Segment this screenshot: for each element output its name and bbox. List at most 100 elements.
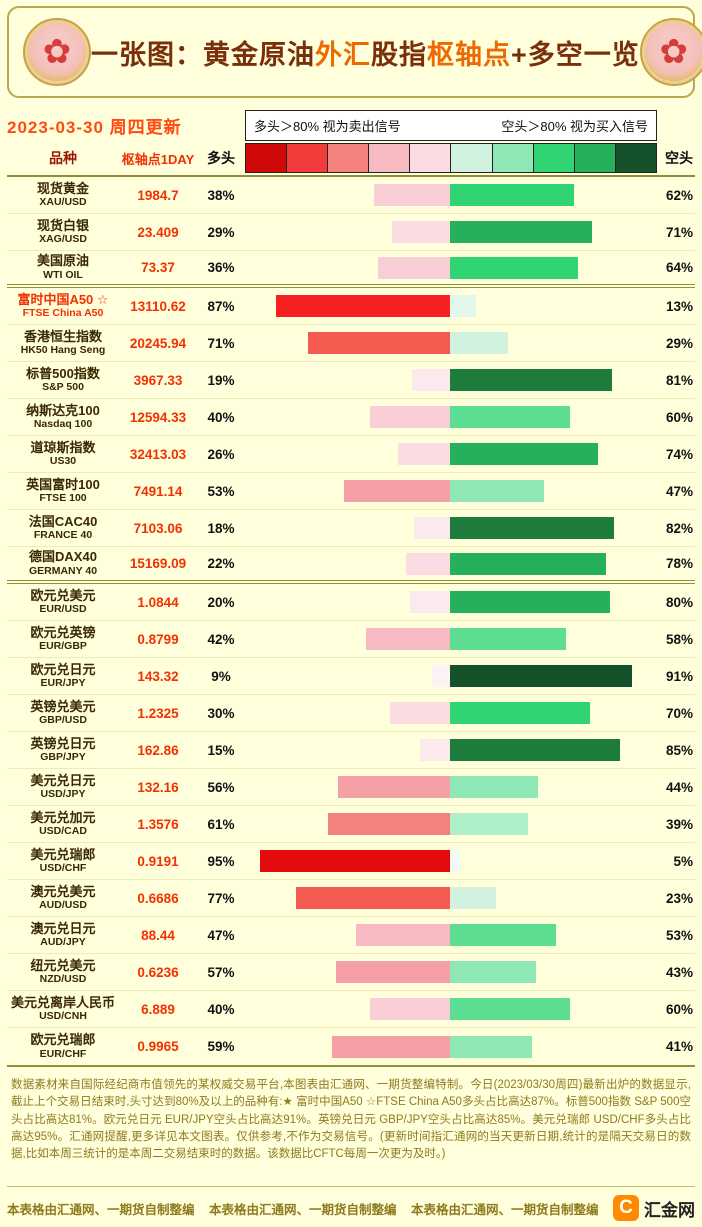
instrument-name: 美元兑瑞郎 USD/CHF: [7, 847, 119, 875]
instrument-code: EUR/JPY: [40, 677, 86, 690]
long-bar: [336, 961, 450, 983]
instrument-cn-label: 欧元兑英镑: [30, 624, 96, 640]
long-percent: 59%: [207, 1039, 235, 1054]
short-percent: 29%: [665, 335, 693, 351]
long-percent: 42%: [207, 631, 235, 647]
short-percent: 58%: [665, 631, 693, 647]
long-bar: [432, 665, 450, 687]
table-row: 欧元兑美元 EUR/USD 1.0844 20% 80%: [7, 584, 695, 621]
instrument-name: 澳元兑日元 AUD/JPY: [7, 921, 119, 949]
table-row: 美元兑加元 USD/CAD 1.3576 61% 39%: [7, 806, 695, 843]
table-row: 英国富时100 FTSE 100 7491.14 53% 47%: [7, 473, 695, 510]
short-bar: [450, 776, 538, 798]
long-percent: 53%: [207, 483, 235, 499]
legend-short-note: 空头＞80% 视为买入信号: [501, 119, 648, 134]
huijin-logo-text: 汇金网: [644, 1200, 695, 1220]
short-bar: [450, 628, 566, 650]
coin-left-icon: ✿: [23, 18, 91, 86]
long-bar: [410, 591, 450, 613]
short-bar: [450, 552, 606, 575]
table-row: 纽元兑美元 NZD/USD 0.6236 57% 43%: [7, 954, 695, 991]
instrument-cn-label: 欧元兑美元: [30, 587, 96, 603]
instrument-cn-label: 欧元兑日元: [30, 661, 96, 677]
long-bar: [356, 924, 450, 946]
long-percent: 18%: [207, 520, 235, 536]
sentiment-bar: [245, 295, 657, 317]
legend: 多头＞80% 视为卖出信号 空头＞80% 视为买入信号: [245, 110, 657, 141]
credit-text: 本表格由汇通网、一期货自制整编: [209, 1202, 397, 1217]
pivot-value: 0.9965: [137, 1039, 179, 1054]
instrument-code: FTSE China A50: [22, 307, 104, 320]
long-percent: 77%: [207, 890, 235, 906]
long-bar: [374, 184, 450, 206]
legend-long-note: 多头＞80% 视为卖出信号: [254, 119, 401, 134]
instrument-cn-label: 美元兑加元: [30, 809, 96, 825]
huijin-logo: C 汇金网: [613, 1195, 695, 1221]
sentiment-bar: [245, 552, 657, 575]
pivot-value: 162.86: [137, 742, 179, 758]
long-bar: [370, 406, 450, 428]
long-percent: 47%: [207, 927, 235, 943]
flower-icon: ✿: [659, 33, 689, 71]
long-percent: 15%: [207, 742, 235, 758]
long-bar: [420, 739, 450, 761]
instrument-cn-label: 道琼斯指数: [30, 439, 96, 455]
sentiment-bar: [245, 887, 657, 909]
table-row: 富时中国A50 ☆ FTSE China A50 13110.62 87% 13%: [7, 288, 695, 325]
long-bar: [276, 295, 450, 317]
instrument-code: USD/CHF: [39, 862, 87, 875]
color-swatch: [533, 144, 575, 172]
short-percent: 23%: [665, 890, 693, 906]
long-bar: [378, 256, 450, 279]
long-percent: 26%: [207, 446, 235, 462]
pivot-value: 88.44: [141, 927, 175, 943]
long-percent: 9%: [211, 668, 231, 684]
sentiment-bar: [245, 739, 657, 761]
instrument-name: 澳元兑美元 AUD/USD: [7, 884, 119, 912]
sentiment-bar: [245, 443, 657, 465]
instrument-cn-label: 美元兑日元: [30, 772, 96, 788]
instrument-name: 道琼斯指数 US30: [7, 439, 119, 468]
table-row: 德国DAX40 GERMANY 40 15169.09 22% 78%: [7, 547, 695, 584]
sentiment-bar: [245, 850, 657, 872]
table-header: 品种 枢轴点1DAY 多头 空头: [7, 141, 695, 175]
long-percent: 61%: [207, 816, 235, 832]
title-segment: 黄金原油: [203, 39, 315, 70]
title-segment: +多空一览: [511, 39, 640, 70]
instrument-code: EUR/GBP: [39, 640, 87, 653]
short-bar: [450, 406, 570, 428]
instrument-code: USD/JPY: [40, 788, 86, 801]
short-bar: [450, 887, 496, 909]
short-percent: 43%: [665, 964, 693, 980]
pivot-value: 7103.06: [133, 520, 183, 536]
instrument-name: 纳斯达克100 Nasdaq 100: [7, 403, 119, 431]
color-swatch: [410, 144, 452, 172]
pivot-value: 1.3576: [137, 816, 179, 832]
instrument-cn-label: 美国原油: [36, 253, 89, 268]
pivot-value: 7491.14: [133, 483, 183, 499]
pivot-value: 32413.03: [129, 446, 187, 462]
short-percent: 91%: [665, 668, 693, 684]
long-percent: 20%: [207, 594, 235, 610]
short-bar: [450, 256, 578, 279]
short-bar: [450, 702, 590, 724]
short-percent: 82%: [665, 520, 693, 536]
table-row: 纳斯达克100 Nasdaq 100 12594.33 40% 60%: [7, 399, 695, 436]
sentiment-bar: [245, 998, 657, 1020]
instrument-code: EUR/USD: [39, 603, 87, 616]
pivot-value: 0.6686: [137, 890, 179, 906]
short-percent: 47%: [665, 483, 693, 499]
instrument-cn-label: 德国DAX40: [29, 549, 97, 564]
instrument-cn-label: 欧元兑瑞郎: [30, 1032, 96, 1047]
short-percent: 62%: [665, 187, 693, 203]
short-percent: 60%: [665, 409, 693, 425]
col-header-pivot: 枢轴点1DAY: [121, 151, 195, 167]
col-header-short: 空头: [665, 150, 693, 166]
instrument-name: 欧元兑瑞郎 EUR/CHF: [7, 1032, 119, 1060]
instrument-name: 法国CAC40 FRANCE 40: [7, 514, 119, 542]
long-bar: [392, 221, 450, 243]
instrument-name: 美国原油 WTI OIL: [7, 253, 119, 281]
long-bar: [370, 998, 450, 1020]
long-bar: [296, 887, 450, 909]
short-percent: 74%: [665, 446, 693, 462]
